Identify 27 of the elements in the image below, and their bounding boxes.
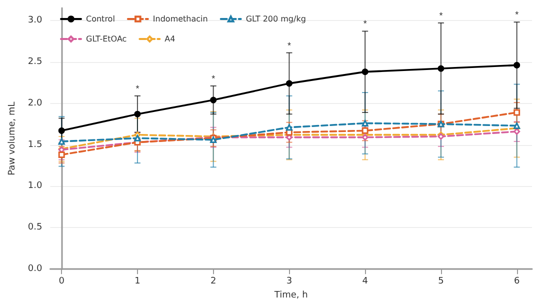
legend-label: Control bbox=[86, 14, 115, 24]
y-tick-label: 1.5 bbox=[28, 140, 42, 150]
y-tick-label: 0.5 bbox=[28, 222, 42, 233]
legend-label: GLT-EtOAc bbox=[86, 34, 127, 44]
y-tick-label: 1.0 bbox=[28, 181, 42, 192]
x-tick-label: 6 bbox=[514, 276, 520, 287]
x-tick-label: 3 bbox=[286, 276, 292, 287]
legend-label: GLT 200 mg/kg bbox=[246, 14, 306, 24]
y-tick-label: 2.5 bbox=[28, 56, 42, 67]
x-tick-label: 0 bbox=[58, 276, 65, 287]
annotation: * bbox=[363, 18, 368, 29]
y-axis-title: Paw volume, mL bbox=[8, 102, 18, 176]
annotation: * bbox=[287, 40, 292, 50]
y-tick-label: 2.0 bbox=[28, 98, 42, 108]
x-tick-label: 2 bbox=[210, 276, 216, 287]
x-tick-label: 4 bbox=[362, 276, 368, 287]
annotation: * bbox=[515, 10, 520, 20]
annotation: * bbox=[212, 73, 216, 84]
legend-label: A4 bbox=[164, 34, 176, 44]
y-tick-label: 3.0 bbox=[28, 15, 42, 26]
x-axis-title: Time, h bbox=[273, 290, 308, 300]
legend-label: Indomethacin bbox=[152, 14, 208, 24]
x-tick-label: 1 bbox=[134, 276, 140, 287]
y-tick-label: 0.0 bbox=[28, 264, 42, 274]
annotation: * bbox=[439, 10, 444, 20]
annotation: * bbox=[136, 83, 140, 94]
x-tick-label: 5 bbox=[438, 276, 444, 287]
